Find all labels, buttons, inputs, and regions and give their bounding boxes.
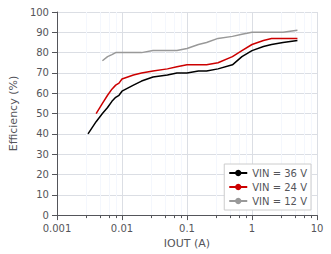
svg-text:10: 10	[36, 189, 49, 200]
svg-text:90: 90	[36, 27, 49, 38]
svg-text:0.01: 0.01	[111, 223, 133, 234]
svg-text:0.1: 0.1	[179, 223, 195, 234]
svg-text:60: 60	[36, 88, 49, 99]
svg-text:VIN = 12 V: VIN = 12 V	[252, 196, 307, 207]
svg-text:Efficiency (%): Efficiency (%)	[7, 76, 20, 152]
svg-text:0.001: 0.001	[43, 223, 72, 234]
svg-text:1: 1	[249, 223, 255, 234]
svg-text:50: 50	[36, 108, 49, 119]
svg-text:100: 100	[30, 7, 49, 18]
svg-text:80: 80	[36, 47, 49, 58]
svg-text:20: 20	[36, 169, 49, 180]
svg-text:70: 70	[36, 67, 49, 78]
svg-text:30: 30	[36, 149, 49, 160]
svg-text:10: 10	[311, 223, 324, 234]
svg-text:40: 40	[36, 128, 49, 139]
svg-text:IOUT (A): IOUT (A)	[164, 237, 210, 250]
svg-text:VIN = 36 V: VIN = 36 V	[252, 168, 307, 179]
svg-text:0: 0	[43, 210, 49, 221]
svg-text:VIN = 24 V: VIN = 24 V	[252, 182, 307, 193]
